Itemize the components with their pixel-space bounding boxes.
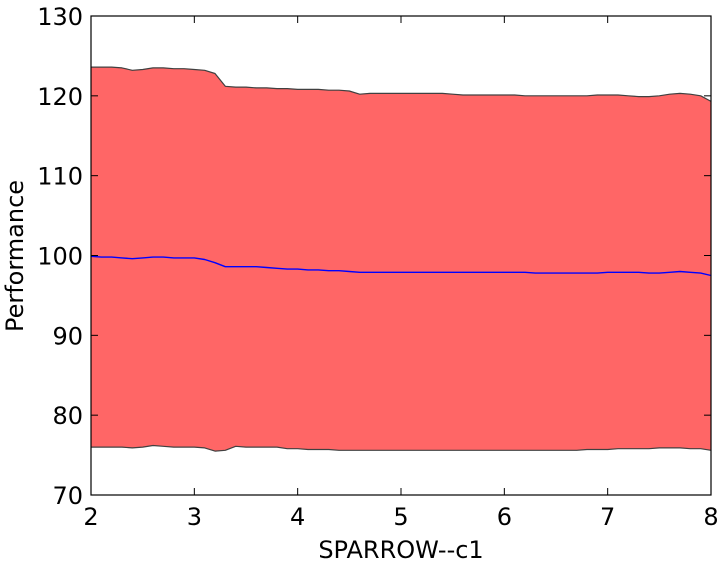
x-tick-label: 8 — [703, 503, 718, 531]
y-tick-label: 120 — [37, 83, 83, 111]
x-tick-label: 3 — [187, 503, 202, 531]
plot-area — [90, 66, 712, 452]
x-tick-label: 2 — [83, 503, 98, 531]
axis-ticks: 2 3 4 5 6 7 8 70 80 90 100 110 120 130 — [37, 3, 718, 531]
confidence-band — [91, 67, 711, 452]
y-tick-label: 110 — [37, 163, 83, 191]
y-tick-label: 90 — [52, 322, 83, 350]
x-tick-label: 6 — [497, 503, 512, 531]
x-tick-label: 7 — [600, 503, 615, 531]
y-tick-label: 80 — [52, 402, 83, 430]
mean-line — [90, 255, 712, 277]
band-lower-edge — [91, 444, 712, 452]
y-tick-label: 130 — [37, 3, 83, 31]
y-tick-label: 100 — [37, 243, 83, 271]
y-axis-label: Performance — [1, 180, 29, 332]
x-tick-label: 4 — [290, 503, 305, 531]
x-tick-label: 5 — [393, 503, 408, 531]
y-tick-label: 70 — [52, 482, 83, 510]
x-axis-label: SPARROW--c1 — [318, 536, 483, 564]
band-upper-edge — [91, 66, 712, 102]
